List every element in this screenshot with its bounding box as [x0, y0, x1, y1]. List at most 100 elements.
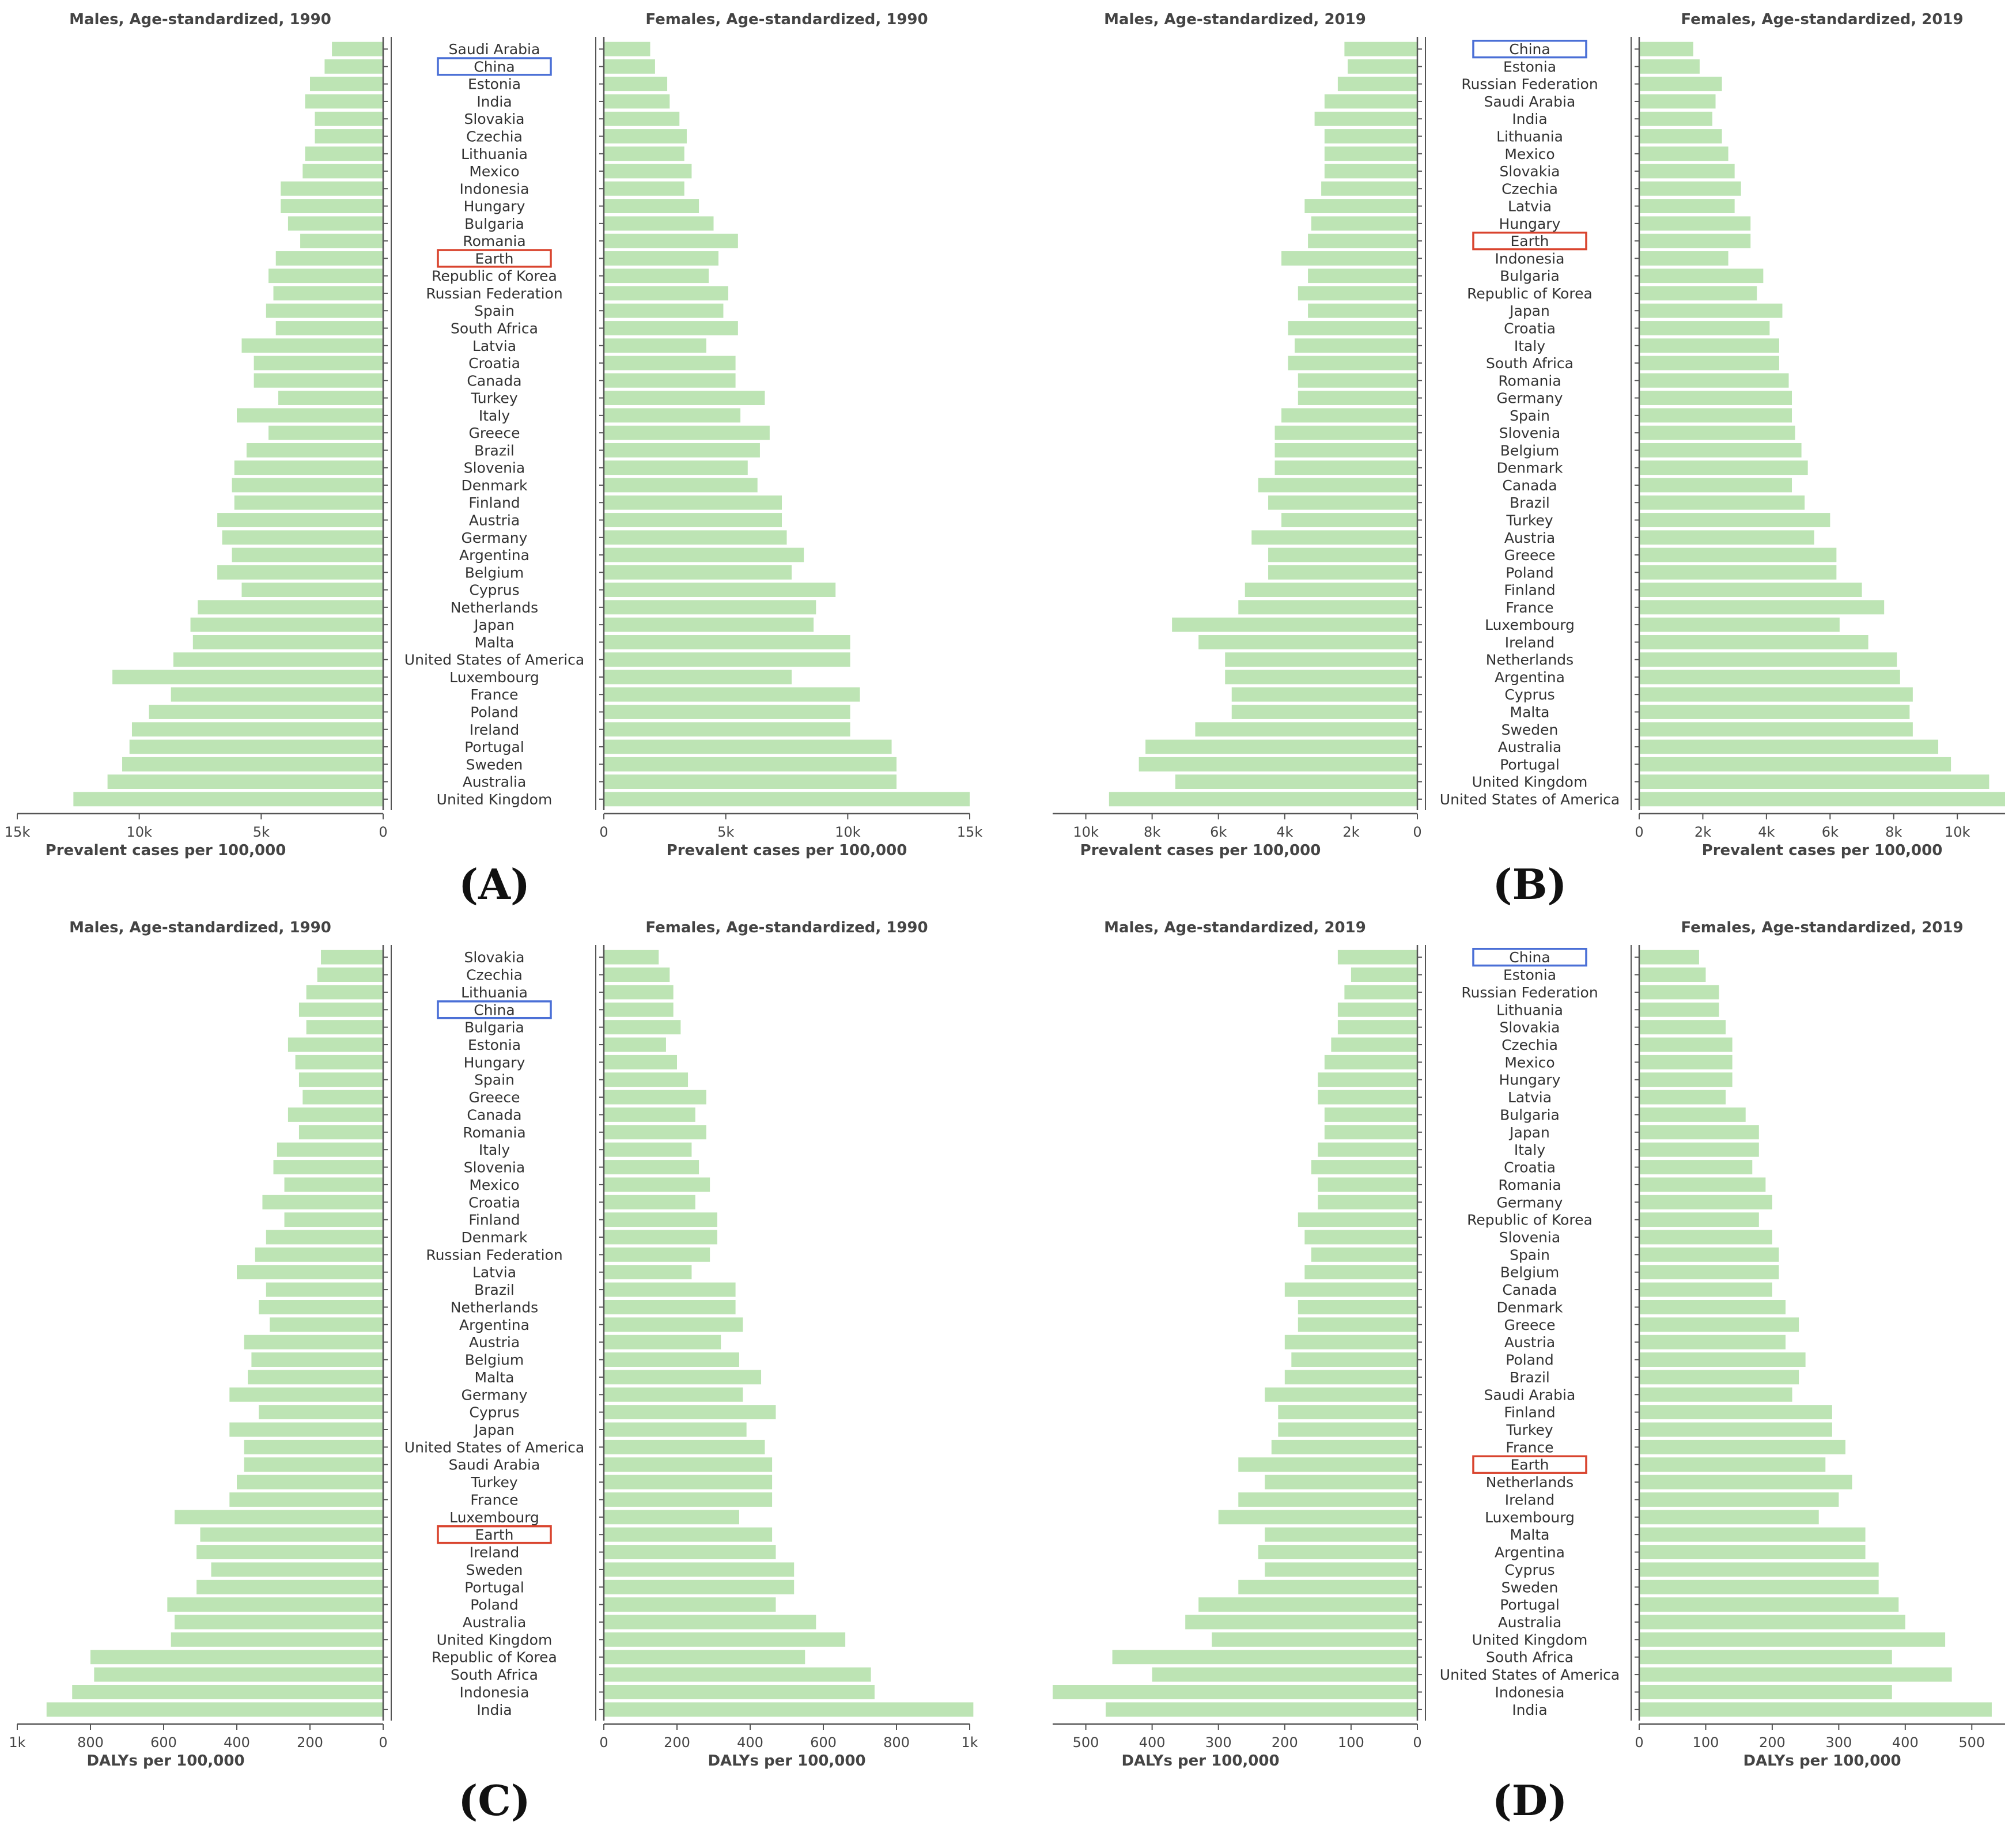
female-bar: [604, 129, 687, 143]
earth-highlight-box: [1472, 1455, 1587, 1474]
panel-label: (D): [1492, 1776, 1568, 1825]
x-tick-label: 0: [379, 824, 387, 840]
country-label: Russian Federation: [426, 1246, 562, 1263]
country-label: Denmark: [1497, 460, 1563, 477]
male-bar: [1172, 617, 1417, 632]
female-bar: [604, 530, 787, 545]
country-label: Republic of Korea: [1467, 1212, 1593, 1229]
male-bar: [122, 757, 384, 772]
female-bar: [1639, 1527, 1866, 1542]
female-bar: [1639, 216, 1751, 231]
country-label: Slovenia: [1499, 425, 1560, 441]
country-label: Germany: [1497, 1194, 1563, 1211]
male-bar: [288, 1108, 383, 1122]
female-bar: [604, 1125, 706, 1140]
country-label: Greece: [469, 1089, 520, 1106]
male-bar: [1268, 565, 1417, 580]
male-bar: [198, 600, 383, 615]
country-label: United Kingdom: [1472, 1631, 1588, 1648]
earth-highlight-box: [437, 1525, 552, 1544]
country-label: Mexico: [469, 163, 519, 180]
female-bar: [604, 950, 659, 965]
x-tick-label: 1k: [961, 1734, 978, 1751]
country-label: Malta: [1510, 704, 1550, 721]
male-bar: [1304, 1230, 1417, 1245]
male-bar: [1304, 1265, 1417, 1280]
female-bar: [604, 634, 850, 649]
country-label: Italy: [479, 407, 510, 424]
x-tick-label: 200: [1272, 1734, 1298, 1751]
male-bar: [1265, 1475, 1417, 1490]
female-bar: [604, 1405, 776, 1420]
country-label: Russian Federation: [1461, 984, 1598, 1001]
male-bar: [1185, 1615, 1417, 1630]
male-bar: [1281, 251, 1417, 266]
male-bar: [1344, 985, 1417, 1000]
female-bar: [604, 1195, 695, 1209]
male-bar: [1278, 1405, 1417, 1420]
male-bar: [171, 687, 383, 702]
country-label: Bulgaria: [464, 216, 524, 232]
male-bar: [268, 425, 383, 440]
male-bar: [1348, 59, 1417, 74]
female-bar: [604, 652, 850, 667]
female-bar: [604, 1422, 747, 1437]
male-bar: [211, 1562, 383, 1577]
country-label: Canada: [1502, 477, 1557, 494]
country-label: India: [476, 93, 512, 110]
female-bar: [1639, 757, 1951, 772]
female-bar: [1639, 1370, 1799, 1385]
female-bar: [604, 792, 970, 807]
country-label: Latvia: [472, 1264, 516, 1281]
females-title: Females, Age-standardized, 2019: [1681, 919, 1963, 936]
female-bar: [1639, 565, 1837, 580]
country-label: Hungary: [1499, 1072, 1561, 1088]
country-label: Denmark: [1497, 1299, 1563, 1316]
female-bar: [604, 670, 792, 685]
x-tick-label: 300: [1825, 1734, 1852, 1751]
female-bar: [1639, 233, 1751, 248]
country-label: Turkey: [470, 1474, 518, 1491]
country-label: Estonia: [468, 76, 521, 93]
female-bar: [604, 1492, 773, 1507]
female-bar: [604, 967, 670, 982]
female-bar: [1639, 722, 1913, 737]
country-label: Luxembourg: [449, 669, 539, 686]
male-bar: [1351, 967, 1417, 982]
country-label: Cyprus: [469, 582, 519, 599]
female-bar: [604, 1230, 717, 1245]
female-bar: [604, 251, 718, 266]
male-bar: [1271, 1439, 1417, 1454]
female-bar: [1639, 1562, 1879, 1577]
male-bar: [1258, 478, 1417, 493]
female-bar: [1639, 59, 1700, 74]
female-bar: [604, 164, 692, 179]
country-label: Australia: [1498, 1614, 1562, 1631]
female-bar: [1639, 705, 1910, 719]
male-bar: [246, 443, 383, 458]
country-label: Poland: [470, 704, 518, 721]
female-bar: [604, 356, 736, 371]
female-bar: [1639, 1615, 1905, 1630]
x-tick-label: 400: [224, 1734, 250, 1751]
country-label: Japan: [1508, 1124, 1550, 1141]
country-label: France: [1506, 599, 1553, 616]
female-bar: [1639, 1545, 1866, 1559]
female-bar: [1639, 286, 1757, 301]
female-bar: [604, 1457, 773, 1472]
x-tick-label: 15k: [957, 824, 983, 840]
female-bar: [604, 199, 699, 214]
male-bar: [259, 1405, 383, 1420]
female-bar: [1639, 94, 1716, 109]
male-bar: [1314, 111, 1417, 126]
female-bar: [604, 547, 804, 562]
country-label: China: [1509, 949, 1550, 966]
country-label: Austria: [1504, 1334, 1555, 1351]
country-label: Latvia: [472, 338, 516, 354]
country-label: Canada: [1502, 1282, 1557, 1298]
male-bar: [1268, 495, 1417, 510]
female-bar: [604, 1352, 739, 1367]
country-label: Argentina: [459, 1317, 529, 1333]
x-tick-label: 5k: [253, 824, 270, 840]
female-bar: [1639, 1650, 1892, 1665]
